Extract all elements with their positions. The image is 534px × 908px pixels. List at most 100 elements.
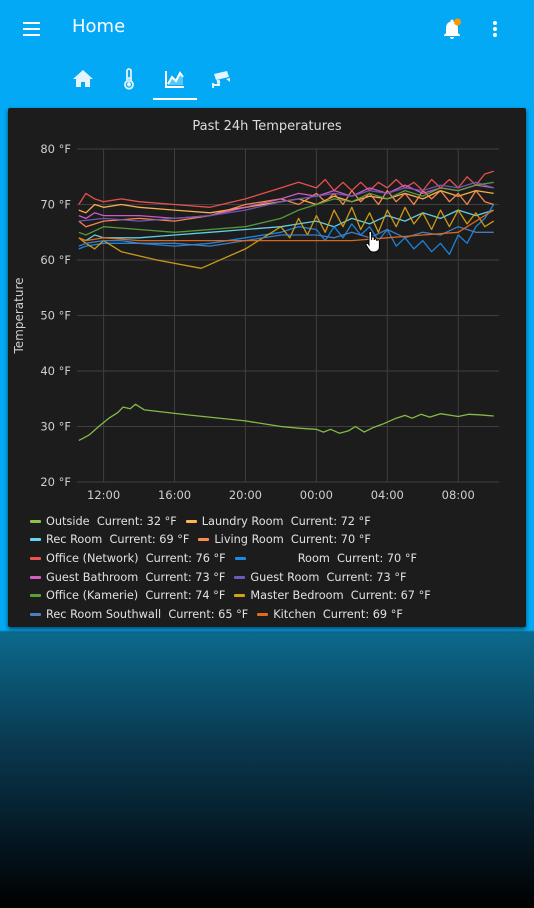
legend-current-value: Current: 70 °F [283,533,371,547]
legend-item[interactable]: Laundry Room Current: 72 °F [185,514,371,528]
chart-title: Past 24h Temperatures [192,119,342,134]
legend-swatch [234,575,246,579]
legend-series-name: Laundry Room [201,514,284,528]
x-tick-label: 00:00 [300,488,333,502]
series-line-rec-room-southwall [78,226,494,247]
legend-series-name: Room [297,551,330,565]
temperature-chart[interactable]: 20 °F 30 °F 40 °F 50 °F 60 °F 70 °F 80 °F 12:00… [8,108,526,503]
legend-series-name: Kitchen [273,607,316,621]
tab-cameras[interactable] [199,57,245,101]
legend-current-value: Current: 73 °F [138,570,226,584]
bell-icon [444,18,461,39]
legend-current-value: Current: 69 °F [102,533,190,547]
legend-current-value: Current: 70 °F [329,551,417,565]
legend-series-name: Rec Room [46,533,103,547]
legend-current-value: Current: 76 °F [138,551,226,565]
legend-item[interactable]: Guest Bathroom Current: 73 °F [30,571,225,584]
tab-history-graphs[interactable] [152,57,198,101]
legend-item[interactable]: Kitchen Current: 69 °F [257,608,403,621]
legend-series-name: Guest Room [250,570,320,584]
app-toolbar: Home [0,0,534,57]
hand-pointer-cursor [365,230,380,253]
series-line-outside [78,403,494,441]
legend-item[interactable]: Outside Current: 32 °F [30,515,177,528]
legend-swatch [257,612,269,616]
x-tick-label: 08:00 [442,488,475,502]
legend-swatch [234,556,246,560]
legend-swatch [30,556,41,560]
legend-series-name: Office (Kamerie) [46,589,139,603]
x-tick-label: 04:00 [371,488,404,502]
legend-row: Office (Kamerie) Current: 74 °F Master Be… [30,586,520,605]
series-line-master-bedroom [78,206,495,269]
legend-row: Office (Network) Current: 76 °F Room Curr… [30,549,520,568]
y-tick-label: 70 °F [40,198,71,212]
legend-item[interactable]: Office (Kamerie) Current: 74 °F [30,589,225,602]
dots-vertical-icon [493,21,497,37]
legend-swatch [30,538,41,542]
legend-item[interactable]: Rec Room Current: 69 °F [30,533,189,546]
legend-row: Guest Bathroom Current: 73 °F Guest Room … [30,568,520,587]
legend-series-name: Guest Bathroom [46,570,139,584]
legend-item[interactable]: Room Current: 70 °F [234,551,417,565]
series-line-kitchen [78,209,495,242]
legend-swatch [30,575,41,579]
series-line-rec-room [78,209,494,242]
legend-swatch [30,594,41,598]
series-line-room [78,204,495,256]
legend-swatch [198,538,210,542]
tab-home[interactable] [60,57,106,101]
legend-series-name: Outside [46,514,90,528]
legend-current-value: Current: 65 °F [161,607,249,621]
y-tick-label: 20 °F [40,475,71,489]
legend-row: Rec Room Southwall Current: 65 °F Kitchen… [30,605,520,624]
legend-row: Rec Room Current: 69 °F Living Room Curre… [30,531,520,550]
legend-swatch [30,612,41,616]
notification-dot [454,18,461,26]
legend-current-value: Current: 67 °F [343,589,431,603]
x-tick-label: 20:00 [229,488,262,502]
x-tick-label: 16:00 [158,488,191,502]
series-line-office-network [78,170,494,208]
legend-current-value: Current: 74 °F [138,589,226,603]
cctv-icon [212,71,230,88]
legend-series-name: Master Bedroom [250,589,344,603]
menu-button[interactable] [12,9,52,49]
series-line-laundry-room [78,189,494,214]
legend-current-value: Current: 69 °F [315,607,403,621]
tab-selected-indicator [153,98,197,100]
chart-areaspline-icon [165,71,184,88]
legend-swatch [185,519,197,523]
legend-swatch [234,594,246,598]
legend-item[interactable]: Master Bedroom Current: 67 °F [234,589,431,603]
legend-item[interactable]: Living Room Current: 70 °F [198,533,371,547]
menu-icon [23,22,40,36]
tab-temperature[interactable] [106,57,152,101]
more-options-button[interactable] [475,9,515,49]
legend-swatch [30,519,41,523]
home-icon [73,70,93,87]
legend-current-value: Current: 32 °F [89,514,177,528]
legend-row: Outside Current: 32 °F Laundry Room Curre… [30,512,520,531]
legend-item[interactable]: Rec Room Southwall Current: 65 °F [30,608,248,621]
chart-legend: Outside Current: 32 °F Laundry Room Curre… [30,512,520,624]
legend-item[interactable]: Guest Room Current: 73 °F [234,571,406,584]
y-tick-label: 50 °F [40,309,71,323]
legend-series-name: Office (Network) [46,551,139,565]
legend-series-name: Living Room [214,533,284,547]
legend-current-value: Current: 73 °F [319,570,407,584]
series-line-guest-room [78,181,494,222]
y-tick-label: 60 °F [40,253,71,267]
notifications-button[interactable] [432,9,472,49]
x-tick-label: 12:00 [87,488,120,502]
thermometer-icon [124,68,134,90]
view-tabs [0,57,534,103]
legend-current-value: Current: 72 °F [283,514,371,528]
y-tick-label: 80 °F [40,142,71,156]
y-tick-label: 30 °F [40,420,71,434]
history-graph-card: Past 24h Temperatures 20 °F 30 °F 40 °F 50 … [8,108,526,627]
legend-series-name: Rec Room Southwall [46,607,162,621]
y-tick-label: 40 °F [40,364,71,378]
series-line-office-kamerie [78,181,494,236]
legend-item[interactable]: Office (Network) Current: 76 °F [30,552,226,565]
